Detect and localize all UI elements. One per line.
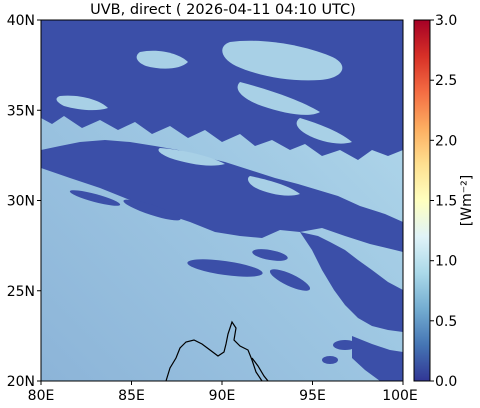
colorbar-tick-label: 0.5 [435,314,457,330]
map-area [41,20,403,381]
lon-tick-label: 100E [382,388,418,404]
colorbar-tick-label: 2.5 [435,73,457,89]
colorbar-label: [Wm⁻²] [459,175,475,226]
lon-tick-label: 85E [118,388,145,404]
lon-tick-marks [40,381,404,385]
low-uvb-region-southeast [300,232,403,332]
lon-tick-labels: 80E 85E 90E 95E 100E [28,388,418,404]
map-title: UVB, direct ( 2026-04-11 04:10 UTC) [90,2,356,18]
lat-tick-label: 25N [7,284,35,300]
lon-tick-label: 80E [28,388,55,404]
colorbar-tick-label: 1.0 [435,254,457,270]
lat-tick-marks [37,19,41,382]
colorbar-tick-label: 0.0 [435,374,457,390]
lat-tick-labels: 20N 25N 30N 35N 40N [7,13,35,390]
lat-tick-label: 40N [7,13,35,29]
colorbar-tick-labels: 0.0 0.5 1.0 1.5 2.0 2.5 3.0 [435,13,457,390]
coastline [165,320,269,381]
colorbar-tick-label: 2.0 [435,133,457,149]
higher-uvb-gaps [56,40,352,196]
lat-tick-label: 30N [7,194,35,210]
lon-tick-label: 90E [209,388,236,404]
low-uvb-region-corner [352,336,403,381]
lat-tick-label: 35N [7,103,35,119]
lon-tick-label: 95E [299,388,326,404]
colorbar-tick-marks [430,19,434,382]
low-uvb-region-plateau [41,140,403,252]
colorbar-tick-label: 3.0 [435,13,457,29]
lat-tick-label: 20N [7,374,35,390]
colorbar-tick-label: 1.5 [435,194,457,210]
colorbar [413,19,431,382]
